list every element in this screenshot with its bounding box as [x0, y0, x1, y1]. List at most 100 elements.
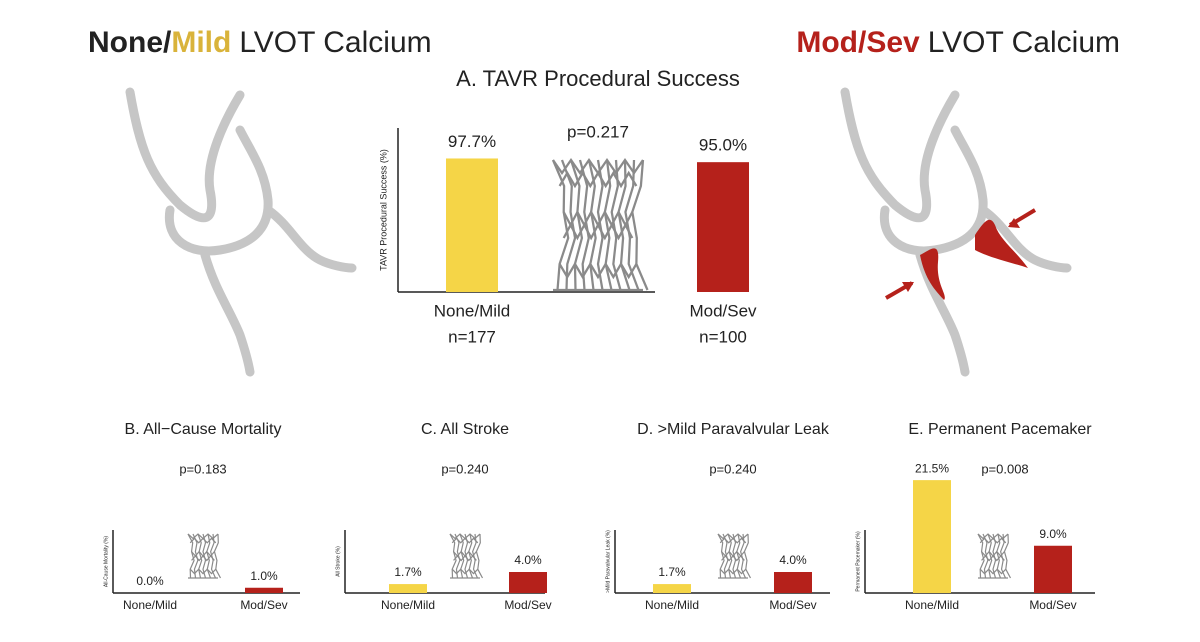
p-value: p=0.240	[709, 461, 756, 476]
stent-icon	[187, 533, 222, 579]
stent-strut	[475, 533, 484, 579]
chart-title: D. >Mild Paravalvular Leak	[637, 421, 830, 438]
stent-strut	[719, 537, 747, 544]
p-value: p=0.217	[567, 122, 629, 141]
sample-size: n=100	[699, 327, 747, 346]
x-tick-label: None/Mild	[645, 598, 699, 612]
value-label: 4.0%	[779, 553, 807, 567]
p-value: p=0.008	[981, 461, 1028, 476]
stent-strut	[617, 159, 631, 291]
bar	[913, 480, 951, 593]
value-label: 1.7%	[394, 565, 422, 579]
stent-strut	[558, 170, 638, 189]
x-tick-label: None/Mild	[434, 301, 511, 320]
y-axis-label: TAVR Procedural Success (%)	[378, 149, 388, 271]
stent-strut	[560, 159, 577, 291]
stent-strut	[717, 533, 725, 579]
bar	[245, 587, 283, 593]
stent-strut	[464, 533, 469, 579]
header-part: Mod/Sev	[796, 26, 920, 59]
stent-strut	[471, 533, 479, 579]
header-part: None/	[88, 26, 172, 59]
x-tick-label: Mod/Sev	[689, 301, 757, 320]
stent-icon	[551, 158, 649, 292]
y-axis-label: Permanent Pacemaker (%)	[855, 531, 861, 592]
header-part: LVOT Calcium	[239, 26, 431, 59]
stent-strut	[981, 555, 1005, 562]
value-label: 1.0%	[250, 569, 278, 583]
p-value: p=0.183	[179, 461, 226, 476]
stent-strut	[1003, 533, 1012, 579]
stent-strut	[739, 533, 747, 579]
value-label: 21.5%	[915, 461, 949, 475]
value-label: 9.0%	[1039, 527, 1067, 541]
x-tick-label: None/Mild	[905, 598, 959, 612]
stent-strut	[610, 159, 622, 291]
bar	[697, 162, 749, 292]
p-value: p=0.240	[441, 461, 488, 476]
x-tick-label: None/Mild	[381, 598, 435, 612]
stent-strut	[451, 537, 479, 544]
stent-strut	[569, 159, 584, 291]
stent-strut	[732, 533, 737, 579]
y-axis-label: >Mild Paravalvular Leak (%)	[605, 530, 611, 593]
value-label: 97.7%	[448, 132, 496, 151]
x-tick-label: Mod/Sev	[504, 598, 551, 612]
stent-strut	[999, 533, 1007, 579]
chart-title: C. All Stroke	[421, 421, 509, 438]
value-label: 4.0%	[514, 553, 542, 567]
bar	[653, 584, 691, 593]
value-label: 1.7%	[658, 565, 686, 579]
bar	[509, 572, 547, 593]
y-axis-label: All Stroke (%)	[335, 546, 341, 577]
stent-strut	[191, 555, 215, 562]
stent-strut	[982, 533, 989, 579]
stent-strut	[987, 533, 993, 579]
value-label: 95.0%	[699, 136, 747, 155]
stent-strut	[453, 555, 477, 562]
stent-strut	[736, 533, 742, 579]
stent-strut	[454, 533, 461, 579]
stent-icon	[449, 533, 484, 579]
bar	[446, 158, 498, 292]
x-tick-label: Mod/Sev	[240, 598, 287, 612]
chart-title: A. TAVR Procedural Success	[456, 66, 740, 91]
stent-strut	[743, 533, 752, 579]
bar	[389, 584, 427, 593]
stent-strut	[722, 533, 729, 579]
chart-title: E. Permanent Pacemaker	[908, 421, 1092, 438]
right-header: Mod/Sev LVOT Calcium	[796, 26, 1120, 59]
stent-strut	[624, 159, 640, 291]
stent-icon	[717, 533, 752, 579]
x-tick-label: None/Mild	[123, 598, 177, 612]
stent-strut	[721, 555, 745, 562]
stent-strut	[977, 533, 985, 579]
left-heart	[125, 87, 357, 377]
x-tick-label: Mod/Sev	[769, 598, 816, 612]
stent-strut	[727, 533, 733, 579]
bar	[774, 572, 812, 593]
stent-strut	[192, 533, 199, 579]
stent-strut	[603, 159, 613, 291]
stent-strut	[459, 533, 465, 579]
x-tick-label: Mod/Sev	[1029, 598, 1076, 612]
stent-strut	[578, 159, 590, 291]
y-axis-label: All-Cause Mortality (%)	[103, 536, 109, 587]
stent-strut	[996, 533, 1002, 579]
stent-strut	[596, 159, 604, 291]
stent-strut	[468, 533, 474, 579]
stent-strut	[631, 159, 649, 291]
stent-strut	[587, 159, 597, 291]
left-header: None/Mild LVOT Calcium	[88, 26, 432, 59]
stent-strut	[213, 533, 222, 579]
right-heart	[840, 87, 1072, 377]
stent-strut	[206, 533, 212, 579]
stent-strut	[551, 159, 570, 291]
stent-strut	[187, 533, 195, 579]
chart-title: B. All−Cause Mortality	[125, 421, 282, 438]
stent-strut	[979, 537, 1007, 544]
sample-size: n=177	[448, 327, 496, 346]
header-part: LVOT Calcium	[928, 26, 1120, 59]
header-part: Mild	[171, 26, 231, 59]
